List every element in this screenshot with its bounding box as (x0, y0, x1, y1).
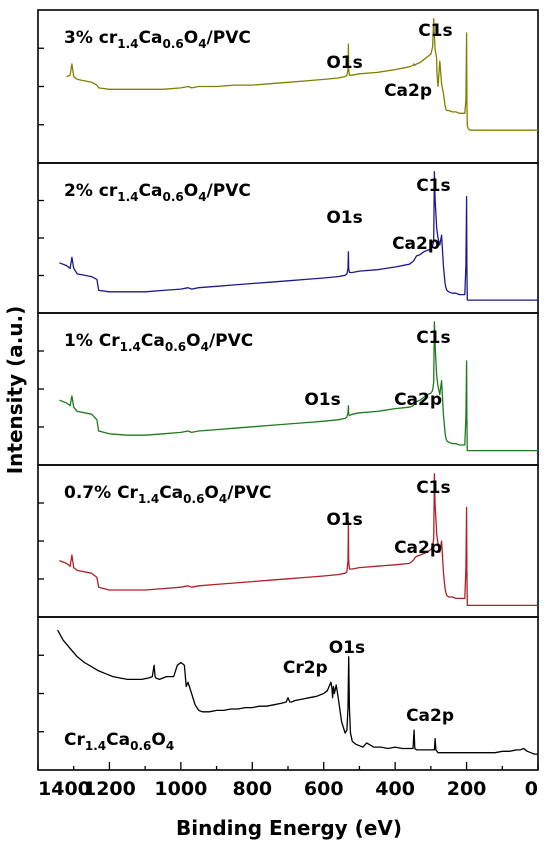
x-tick-label: 1200 (83, 778, 136, 800)
x-tick-label: 800 (232, 778, 272, 800)
panel-2: 2% cr1.4Ca0.6O4/PVC O1s Ca2p C1s (37, 162, 539, 314)
panel-3: 1% Cr1.4Ca0.6O4/PVC O1s Ca2p C1s (37, 312, 539, 466)
panel-1: 3% cr1.4Ca0.6O4/PVC O1s Ca2p C1s (37, 9, 539, 164)
x-axis-title: Binding Energy (eV) (176, 816, 402, 840)
spectrum-trace (66, 18, 538, 131)
peak-label-c1s: C1s (416, 176, 450, 196)
x-tick-label: 200 (447, 778, 487, 800)
peak-label-c1s: C1s (416, 478, 450, 498)
peak-label-c1s: C1s (418, 21, 452, 41)
peak-label-o1s: O1s (329, 638, 365, 658)
spectrum-trace (57, 629, 538, 755)
sample-label: 0.7% Cr1.4Ca0.6O4/PVC (64, 483, 272, 506)
x-tick-label: 400 (375, 778, 415, 800)
sample-label: 1% Cr1.4Ca0.6O4/PVC (64, 331, 253, 354)
spectrum-trace (59, 321, 538, 452)
sample-label: 2% cr1.4Ca0.6O4/PVC (64, 181, 251, 204)
peak-label-o1s: O1s (326, 510, 362, 530)
x-tick-label: 0 (525, 778, 538, 800)
peak-label-o1s: O1s (304, 390, 340, 410)
x-tick-label: 1000 (154, 778, 207, 800)
x-tick-label: 1400 (38, 778, 91, 800)
sample-label: Cr1.4Ca0.6O4 (64, 730, 174, 753)
peak-label-ca2p: Ca2p (394, 538, 442, 558)
spectrum-trace (59, 473, 538, 607)
sample-label: 3% cr1.4Ca0.6O4/PVC (64, 28, 251, 51)
peak-label-ca2p: Ca2p (384, 81, 432, 101)
peak-label-ca2p: Ca2p (394, 390, 442, 410)
spectrum-trace (59, 171, 538, 301)
peak-label-o1s: O1s (326, 53, 362, 73)
peak-label-c1s: C1s (416, 328, 450, 348)
peak-label-ca2p: Ca2p (406, 706, 454, 726)
peak-label-cr2p: Cr2p (283, 658, 328, 678)
peak-label-o1s: O1s (326, 208, 362, 228)
peak-label-ca2p: Ca2p (392, 234, 440, 254)
x-tick-label: 600 (304, 778, 344, 800)
panel-4: 0.7% Cr1.4Ca0.6O4/PVC O1s Ca2p C1s (37, 464, 539, 618)
y-axis-title: Intensity (a.u.) (3, 306, 27, 475)
